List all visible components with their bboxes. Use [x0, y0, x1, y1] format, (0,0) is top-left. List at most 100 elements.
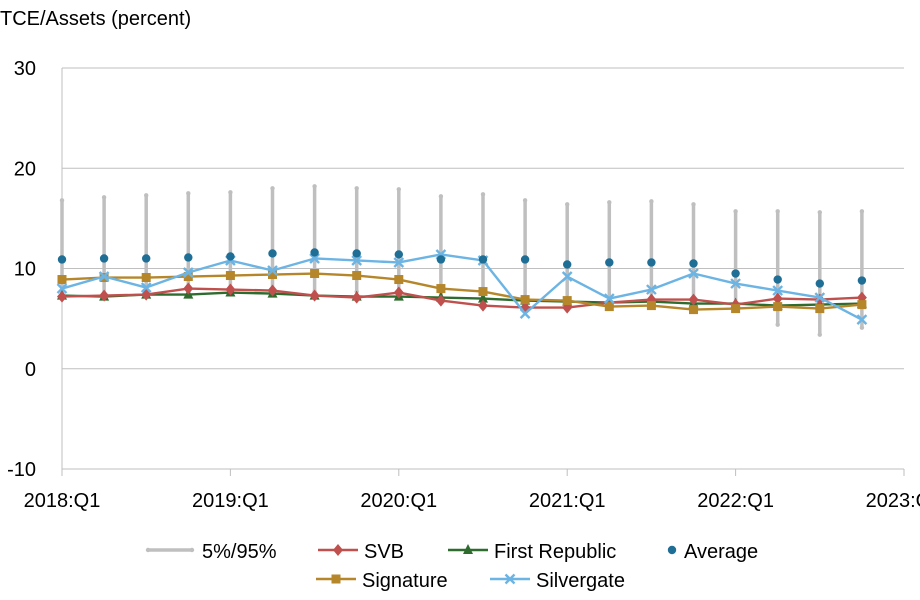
data-point — [393, 257, 405, 268]
band-high-point — [396, 187, 401, 192]
band-low-point — [859, 325, 865, 330]
data-point — [688, 268, 699, 279]
data-point — [436, 255, 446, 264]
y-tick-label: 20 — [14, 158, 36, 180]
data-point — [646, 284, 657, 295]
band-low-point — [817, 332, 822, 337]
band-high-point — [101, 195, 107, 200]
data-point — [183, 272, 193, 282]
band-high-point — [354, 186, 359, 191]
data-point — [268, 249, 277, 258]
band-high-point — [565, 202, 570, 207]
data-point — [730, 278, 741, 289]
x-tick-label: 2020:Q1 — [360, 490, 437, 512]
data-point — [773, 302, 783, 312]
y-axis-label: TCE/Assets (percent) — [0, 8, 191, 30]
series-group — [56, 248, 868, 325]
data-point — [140, 282, 152, 293]
data-point — [478, 287, 488, 297]
x-tick-label: 2018:Q1 — [24, 490, 101, 512]
data-point — [352, 271, 362, 281]
series-average — [57, 248, 867, 288]
data-point — [141, 273, 151, 283]
data-point — [57, 290, 67, 303]
y-tick-label: 10 — [14, 259, 36, 281]
data-point — [772, 292, 783, 305]
data-point — [603, 293, 615, 304]
band-high-point — [480, 192, 486, 197]
band-high-point — [438, 194, 444, 199]
x-tick-label: 2021:Q1 — [529, 490, 606, 512]
x-tick-label: 2023:Q1 — [866, 490, 920, 512]
data-point — [225, 271, 235, 281]
band-high-point — [270, 186, 275, 191]
data-point — [310, 248, 319, 257]
data-point — [561, 271, 573, 282]
band-high-point — [312, 184, 317, 189]
band-high-point — [859, 209, 865, 214]
data-point — [57, 255, 67, 264]
band-high-point — [522, 198, 528, 203]
series-line — [61, 272, 863, 311]
percentile-band — [59, 184, 865, 337]
legend-label: Signature — [362, 570, 448, 592]
data-point — [436, 284, 446, 294]
series-signature — [57, 269, 867, 315]
legend-swatch — [331, 574, 341, 584]
data-point — [310, 269, 320, 279]
data-point — [815, 304, 825, 314]
data-point — [142, 254, 151, 263]
data-point — [856, 314, 868, 325]
x-tick-label: 2022:Q1 — [697, 490, 774, 512]
data-point — [814, 292, 826, 303]
x-tick-labels: 2018:Q1 2019:Q1 2020:Q1 2021:Q1 2022:Q1 2023:… — [24, 469, 920, 512]
data-point — [99, 289, 110, 302]
data-point — [773, 275, 782, 284]
data-point — [351, 255, 363, 266]
y-tick-labels: 30 20 10 0 -10 — [7, 58, 36, 481]
data-point — [520, 255, 530, 264]
y-tick-label: 30 — [14, 58, 36, 80]
data-point — [394, 275, 404, 285]
data-point — [731, 304, 741, 314]
series-line — [61, 253, 863, 321]
data-point — [815, 279, 824, 288]
data-point — [605, 258, 614, 267]
legend-swatch-end — [145, 547, 151, 553]
data-point — [267, 265, 278, 276]
data-point — [184, 253, 193, 262]
band-high-point — [144, 193, 149, 198]
legend-swatch — [504, 573, 516, 585]
band-high-point — [733, 209, 738, 214]
legend-item: Silvergate — [490, 570, 625, 592]
legend-swatch — [667, 545, 677, 555]
data-point — [182, 267, 194, 278]
series-line — [61, 287, 862, 309]
data-point — [351, 291, 362, 304]
legend-item: SVB — [318, 541, 404, 563]
data-point — [309, 253, 320, 264]
data-point — [562, 296, 572, 306]
data-point — [772, 285, 784, 296]
data-point — [520, 295, 530, 305]
legend-item: Average — [667, 541, 758, 563]
data-point — [225, 283, 236, 296]
band-high-point — [817, 210, 822, 215]
band-high-point — [691, 202, 696, 207]
data-point — [394, 250, 403, 259]
data-point — [183, 282, 194, 295]
data-point — [57, 275, 67, 285]
legend-label: Silvergate — [536, 570, 625, 592]
data-point — [689, 305, 698, 315]
data-point — [98, 271, 110, 282]
legend-label: 5%/95% — [202, 541, 277, 563]
data-point — [604, 302, 614, 312]
legend-label: First Republic — [494, 541, 616, 563]
data-point — [563, 260, 572, 269]
data-point — [435, 294, 446, 307]
band-high-point — [649, 199, 654, 204]
legend: 5%/95% SVB First Republic Average Signature S… — [145, 541, 758, 592]
legend-swatch-end — [189, 547, 195, 553]
data-point — [857, 300, 867, 310]
data-point — [857, 276, 867, 285]
